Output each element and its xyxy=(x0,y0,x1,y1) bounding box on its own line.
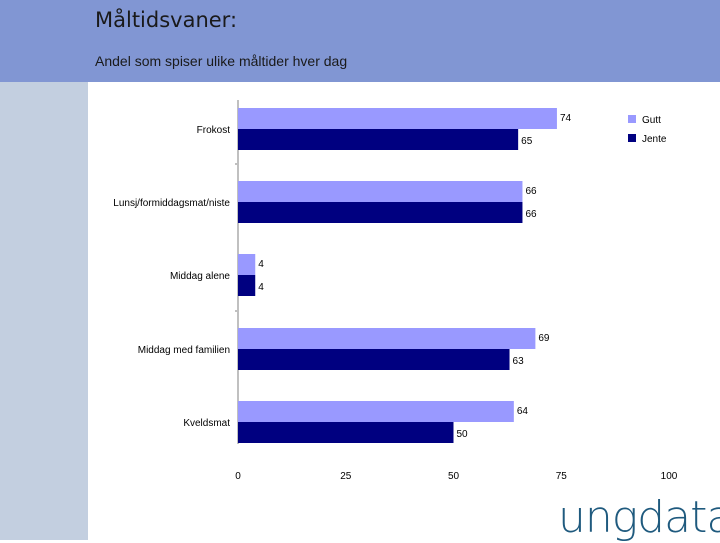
x-tick-label: 75 xyxy=(556,471,568,482)
legend-label: Jente xyxy=(642,134,667,145)
data-label: 66 xyxy=(525,209,537,220)
bar-gutt xyxy=(238,108,557,129)
category-label: Middag alene xyxy=(170,271,230,282)
data-label: 4 xyxy=(258,282,264,293)
data-label: 65 xyxy=(521,136,533,147)
bar-gutt xyxy=(238,254,256,275)
bar-jente xyxy=(238,202,523,223)
data-label: 50 xyxy=(457,429,469,440)
bar-jente xyxy=(238,422,454,443)
x-tick-label: 25 xyxy=(340,471,352,482)
category-label: Kveldsmat xyxy=(183,418,230,429)
ungdata-logo: ungdata xyxy=(558,492,720,543)
legend-swatch xyxy=(628,115,636,123)
bar-gutt xyxy=(238,401,514,422)
sidebar-strip xyxy=(0,82,88,540)
page-title: Måltidsvaner: xyxy=(95,8,238,32)
bar-jente xyxy=(238,129,519,150)
category-label: Middag med familien xyxy=(138,345,230,356)
bar-gutt xyxy=(238,328,536,349)
header-bar: Måltidsvaner: Andel som spiser ulike mål… xyxy=(0,0,720,82)
legend-label: Gutt xyxy=(642,115,661,126)
x-tick-label: 100 xyxy=(661,471,678,482)
data-label: 69 xyxy=(538,333,550,344)
bar-gutt xyxy=(238,181,523,202)
bar-jente xyxy=(238,349,510,370)
data-label: 4 xyxy=(258,259,264,270)
x-tick-label: 0 xyxy=(235,471,241,482)
page-subtitle: Andel som spiser ulike måltider hver dag xyxy=(95,53,348,69)
data-label: 74 xyxy=(560,113,572,124)
x-tick-label: 50 xyxy=(448,471,460,482)
category-label: Lunsj/formiddagsmat/niste xyxy=(113,198,230,209)
data-label: 63 xyxy=(513,356,525,367)
legend-swatch xyxy=(628,134,636,142)
data-label: 66 xyxy=(525,186,537,197)
bar-jente xyxy=(238,275,256,296)
data-label: 64 xyxy=(517,406,529,417)
category-label: Frokost xyxy=(197,125,231,136)
